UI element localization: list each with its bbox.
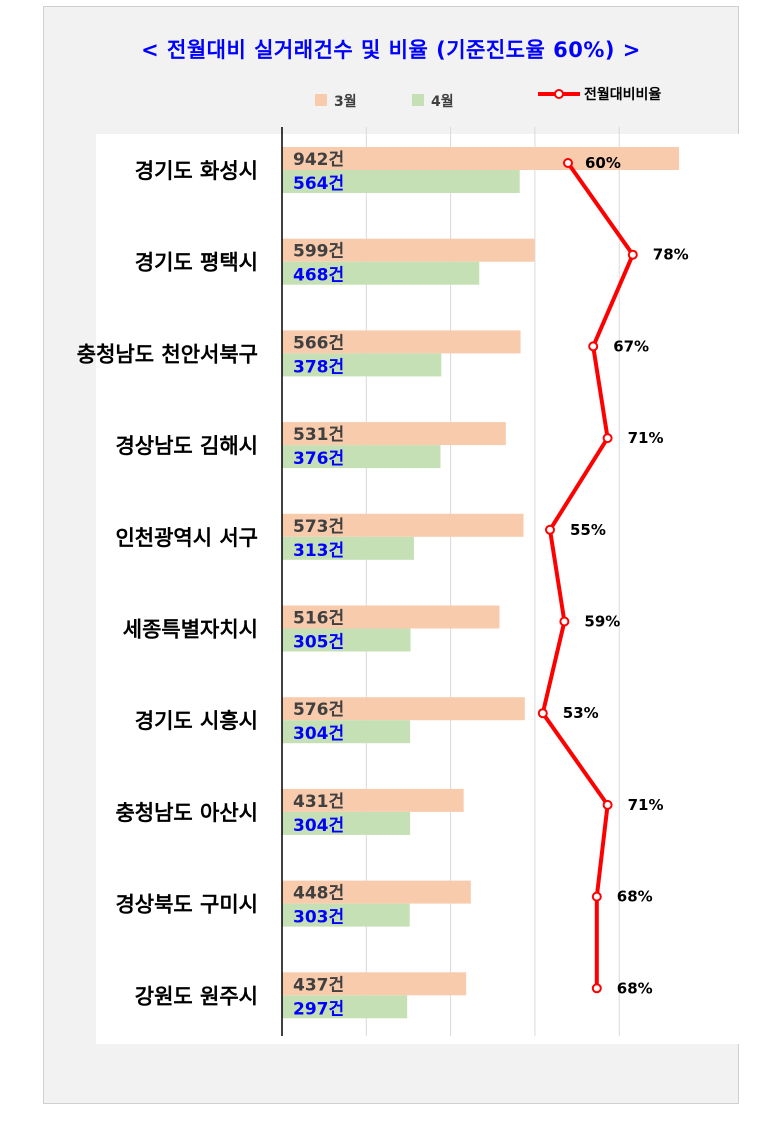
bar-april <box>282 536 414 560</box>
category-label: 경상남도 김해시 <box>115 434 258 458</box>
bar-april-label: 564건 <box>293 174 344 194</box>
bar-april <box>282 995 408 1019</box>
bar-march-label: 576건 <box>293 700 344 720</box>
bar-march-label: 437건 <box>293 975 344 995</box>
ratio-point <box>559 616 570 627</box>
bar-april-label: 313건 <box>293 541 344 561</box>
ratio-label: 59% <box>584 613 620 631</box>
bar-april <box>282 170 520 193</box>
ratio-label: 68% <box>617 888 653 906</box>
legend-label-ratio: 전월대비비율 <box>584 86 661 103</box>
category-label: 경상북도 구미시 <box>115 893 258 917</box>
bar-march <box>282 697 525 721</box>
bar-april <box>282 903 410 927</box>
ratio-line <box>540 161 635 989</box>
bar-april-label: 305건 <box>293 633 344 653</box>
category-label: 세종특별자치시 <box>123 618 258 642</box>
bar-march-label: 599건 <box>293 242 344 262</box>
ratio-label: 55% <box>570 521 606 539</box>
legend-label-march: 3월 <box>334 93 357 110</box>
category-label: 인천광역시 서구 <box>115 526 258 550</box>
bar-march <box>282 513 524 537</box>
bar-march <box>282 605 500 629</box>
legend-swatch-march <box>315 94 327 106</box>
ratio-label: 68% <box>617 979 653 997</box>
bar-march <box>282 147 680 170</box>
bar-april <box>282 811 411 835</box>
ratio-label: 78% <box>653 246 689 264</box>
bar-april-label: 378건 <box>293 357 344 377</box>
bar-april <box>282 261 480 285</box>
bar-march-label: 942건 <box>293 150 344 170</box>
bar-april <box>282 720 411 744</box>
bar-march-label: 448건 <box>293 884 344 904</box>
bar-march-label: 516건 <box>293 609 344 629</box>
ratio-point <box>627 249 638 260</box>
bar-march-label: 531건 <box>293 425 344 445</box>
ratio-point <box>537 708 548 719</box>
category-label: 충청남도 천안서북구 <box>77 342 258 366</box>
bar-april-label: 304건 <box>293 724 344 744</box>
bar-march-label: 431건 <box>293 792 344 812</box>
ratio-point <box>588 341 599 352</box>
legend-marker-ratio <box>554 89 564 99</box>
bar-march <box>282 422 506 446</box>
category-label: 강원도 원주시 <box>135 984 258 1008</box>
bar-march-label: 573건 <box>293 517 344 537</box>
chart-title: < 전월대비 실거래건수 및 비율 (기준진도율 60%) > <box>141 38 641 62</box>
ratio-point <box>602 433 613 444</box>
ratio-point <box>591 983 602 994</box>
bar-april-label: 468건 <box>293 266 344 286</box>
bar-april-label: 297건 <box>293 999 344 1019</box>
ratio-point <box>545 524 555 535</box>
bar-march <box>282 788 464 812</box>
ratio-label: 67% <box>613 337 649 355</box>
bar-april <box>282 353 442 377</box>
bar-march <box>282 330 521 354</box>
ratio-label: 53% <box>563 704 599 722</box>
ratio-point <box>591 891 602 902</box>
ratio-point <box>602 799 613 810</box>
bar-march <box>282 880 471 904</box>
category-label: 경기도 평택시 <box>135 251 258 275</box>
bar-march <box>282 238 535 262</box>
bar-april-label: 303건 <box>293 908 344 928</box>
bar-april-label: 304건 <box>293 816 344 836</box>
legend-swatch-april <box>412 94 424 106</box>
ratio-label: 71% <box>628 796 664 814</box>
ratio-label: 71% <box>628 429 664 447</box>
category-label: 경기도 시흥시 <box>135 709 258 733</box>
bar-march <box>282 972 467 996</box>
ratio-label: 60% <box>585 154 621 172</box>
category-label: 경기도 화성시 <box>135 159 258 183</box>
bar-april <box>282 445 441 469</box>
category-label: 충청남도 아산시 <box>115 801 258 825</box>
legend-label-april: 4월 <box>431 93 454 110</box>
bar-march-label: 566건 <box>293 333 344 353</box>
bar-april-label: 376건 <box>293 449 344 469</box>
bar-april <box>282 628 411 652</box>
ratio-point <box>563 158 573 168</box>
